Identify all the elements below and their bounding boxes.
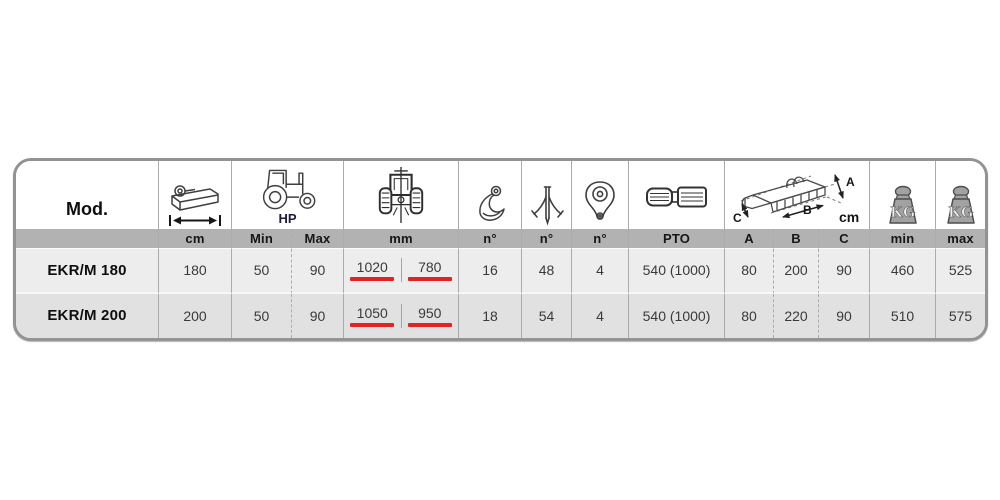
hp-max-value: 90 <box>309 307 326 324</box>
table-row-model: EKR/M 200 <box>16 293 158 338</box>
kg-label: KG <box>890 204 915 221</box>
spec-table: Mod. <box>13 158 988 341</box>
dim-c-value: 90 <box>836 307 852 324</box>
weight-min-value: 460 <box>890 262 915 279</box>
dims-label-c: C <box>733 211 742 225</box>
red-underline <box>350 277 395 282</box>
hammers-value: 18 <box>482 307 498 324</box>
subheader-mod-spacer <box>16 229 158 249</box>
mm-values-cell: 1050 950 <box>343 293 458 338</box>
mm-left-value: 1020 <box>356 259 388 276</box>
red-underline <box>407 277 452 282</box>
subheader-min: Min <box>231 229 291 249</box>
kg-label: KG <box>948 204 973 221</box>
dims-unit-label: cm <box>839 209 859 225</box>
dimensions-header-cell: A B C cm <box>724 161 869 229</box>
subheader-kg-min: min <box>869 229 935 249</box>
weight-max-value: 525 <box>948 262 973 279</box>
dims-label-a: A <box>846 175 855 189</box>
tractor-power-icon <box>262 169 315 210</box>
subheader-cm: cm <box>158 229 231 249</box>
subheader-max: Max <box>291 229 343 249</box>
width-cm-value: 200 <box>183 307 207 324</box>
y-blades-icon <box>530 186 564 226</box>
hp-min-value: 50 <box>253 262 270 279</box>
mm-separator <box>400 303 402 328</box>
blades-value: 48 <box>538 262 555 279</box>
pto-value: 540 (1000) <box>642 307 711 324</box>
dims-label-b: B <box>803 203 812 217</box>
weight-max-value: 575 <box>948 307 973 324</box>
mod-header-cell: Mod. <box>16 161 158 229</box>
pto-shaft-icon <box>645 186 707 208</box>
width-cm-value: 180 <box>183 262 207 279</box>
hammers-header-cell <box>458 161 521 229</box>
blades-value: 54 <box>538 307 555 324</box>
tractor-rear-linkage-icon <box>378 167 424 223</box>
spec-table-grid: Mod. <box>16 161 985 338</box>
hp-label: HP <box>278 211 297 226</box>
subheader-b: B <box>773 229 818 249</box>
pto-header-cell <box>628 161 724 229</box>
weight-min-icon: KG <box>888 185 917 224</box>
mm-values-cell: 1020 780 <box>343 249 458 294</box>
pto-value: 540 (1000) <box>642 262 711 279</box>
blades-header-cell <box>521 161 571 229</box>
flail-mower-working-width-icon <box>169 185 221 226</box>
working-width-header-cell <box>158 161 231 229</box>
hammer-flail-icon <box>479 185 505 221</box>
dim-b-value: 200 <box>784 262 808 279</box>
hp-header-cell: HP <box>231 161 343 229</box>
subheader-c: C <box>818 229 869 249</box>
mm-right-value: 950 <box>418 304 442 321</box>
mm-separator <box>400 258 402 283</box>
subheader-a: A <box>724 229 773 249</box>
belts-value: 4 <box>596 262 604 279</box>
red-underline <box>407 322 452 327</box>
subheader-n2: n° <box>521 229 571 249</box>
hammers-value: 16 <box>482 262 498 279</box>
belts-header-cell <box>571 161 628 229</box>
model-name: EKR/M 200 <box>47 307 127 325</box>
width-arrow-icon <box>169 215 221 226</box>
mod-label: Mod. <box>66 199 108 219</box>
belts-value: 4 <box>596 307 604 324</box>
weight-min-header-cell: KG <box>869 161 935 229</box>
hp-max-value: 90 <box>309 262 326 279</box>
subheader-n1: n° <box>458 229 521 249</box>
weight-max-icon: KG <box>946 185 975 224</box>
mm-left-value: 1050 <box>356 304 388 321</box>
belt-transmission-icon <box>585 181 615 220</box>
weight-min-value: 510 <box>890 307 915 324</box>
subheader-n3: n° <box>571 229 628 249</box>
machine-dimensions-icon: A B C cm <box>733 174 859 225</box>
hp-min-value: 50 <box>253 307 270 324</box>
dim-c-value: 90 <box>836 262 852 279</box>
dim-a-value: 80 <box>741 307 757 324</box>
table-row-model: EKR/M 180 <box>16 249 158 294</box>
tractor-rear-header-cell <box>343 161 458 229</box>
subheader-mm: mm <box>343 229 458 249</box>
subheader-kg-max: max <box>935 229 985 249</box>
dim-b-value: 220 <box>784 307 808 324</box>
weight-max-header-cell: KG <box>935 161 985 229</box>
dim-a-value: 80 <box>741 262 757 279</box>
subheader-pto: PTO <box>628 229 724 249</box>
model-name: EKR/M 180 <box>47 261 127 279</box>
mm-right-value: 780 <box>418 259 442 276</box>
red-underline <box>350 322 395 327</box>
